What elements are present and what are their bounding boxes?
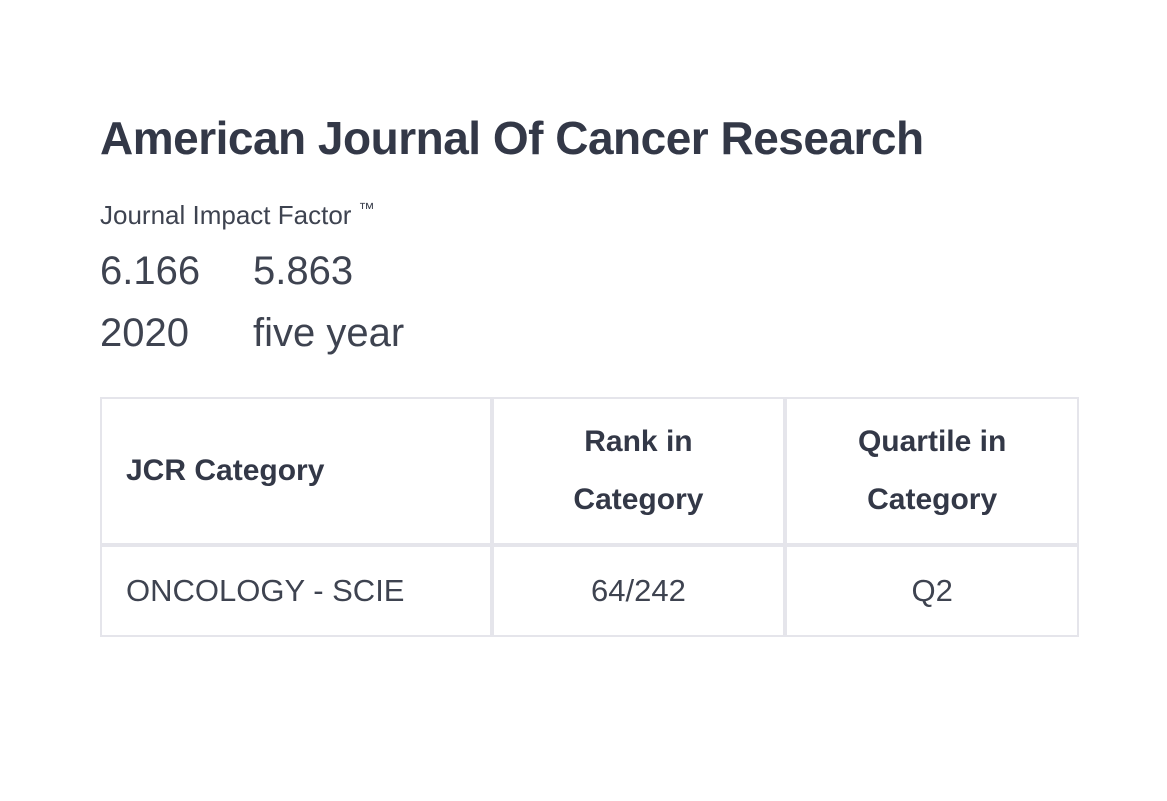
column-header-jcr-category-label: JCR Category [126, 454, 325, 488]
column-header-quartile-in-category: Quartile in Category [785, 397, 1079, 545]
journal-metrics-panel: American Journal Of Cancer Research Jour… [100, 112, 1167, 637]
cell-quartile-in-category: Q2 [785, 544, 1079, 637]
impact-factor-label: Journal Impact Factor ™ [100, 199, 1167, 232]
journal-title: American Journal Of Cancer Research [100, 112, 924, 164]
impact-factor-period-current: 2020 [100, 311, 189, 356]
cell-rank-in-category: 64/242 [491, 544, 786, 637]
jcr-rank-table: JCR Category Rank in Category Quartile i… [100, 397, 1079, 637]
table-row: ONCOLOGY - SCIE 64/242 Q2 [100, 544, 1079, 637]
impact-factor-metrics: 6.166 5.863 2020 five year [100, 249, 1167, 355]
impact-factor-period-five-year: five year [253, 311, 405, 356]
impact-factor-label-text: Journal Impact Factor [100, 199, 352, 230]
impact-factor-value-current: 6.166 [100, 249, 201, 294]
column-header-rank-in-category-label: Rank in Category [573, 425, 704, 516]
column-header-quartile-in-category-label: Quartile in Category [857, 425, 1007, 516]
cell-jcr-category: ONCOLOGY - SCIE [100, 544, 492, 637]
trademark-symbol: ™ [358, 200, 375, 219]
impact-factor-value-five-year: 5.863 [253, 249, 354, 294]
table-header-row: JCR Category Rank in Category Quartile i… [100, 397, 1079, 545]
column-header-rank-in-category: Rank in Category [491, 397, 786, 545]
column-header-jcr-category: JCR Category [100, 397, 492, 545]
